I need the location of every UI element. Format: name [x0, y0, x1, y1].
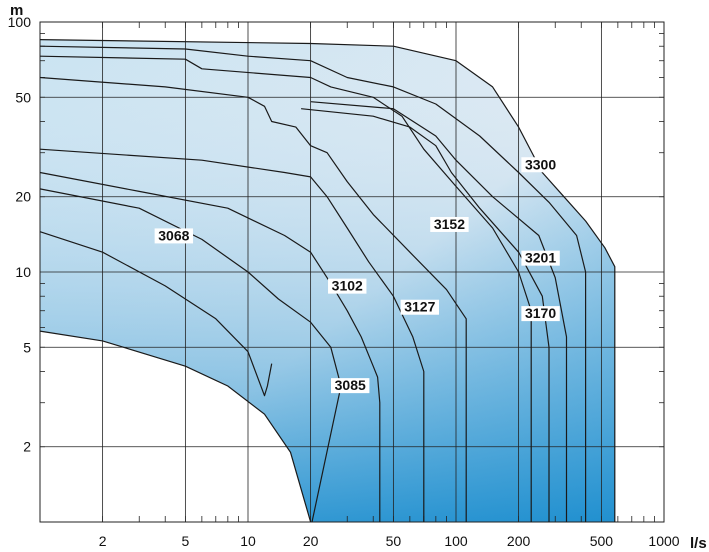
curve-label-bg — [331, 378, 370, 394]
curve-line-0 — [39, 45, 587, 522]
y-tick-label: 5 — [23, 339, 31, 355]
x-tick-label: 200 — [507, 533, 531, 549]
y-tick-label: 50 — [15, 89, 31, 105]
curve-label-bg — [521, 306, 560, 322]
operating-region-shade — [40, 39, 615, 522]
series-line-3300 — [39, 39, 616, 522]
curve-label-bg — [521, 157, 560, 173]
y-axis-label: m — [10, 2, 23, 19]
x-tick-label: 100 — [444, 533, 468, 549]
series-line-3085 — [39, 188, 342, 523]
series-line-3170 — [301, 108, 550, 522]
tick-labels: 2 5 10 20 50 100 200 500 1000 2 5 10 20 50 100 — [8, 14, 680, 549]
series-line-3102 — [39, 171, 381, 522]
series-line-3068 — [39, 231, 273, 397]
curve-label-3102: 3102 — [332, 278, 363, 294]
x-tick-label: 500 — [590, 533, 614, 549]
x-tick-label: 20 — [303, 533, 319, 549]
curve-label-3300: 3300 — [525, 156, 556, 172]
curve-label-bg — [154, 228, 194, 244]
curve-label-bg — [521, 250, 560, 266]
x-tick-label: 1000 — [648, 533, 679, 549]
curve-label-3085: 3085 — [335, 377, 366, 393]
x-tick-label: 10 — [240, 533, 256, 549]
curve-label-3127: 3127 — [404, 299, 435, 315]
x-axis-label: l/s — [690, 535, 707, 552]
y-tick-label: 20 — [15, 189, 31, 205]
series-line-3152 — [39, 76, 467, 522]
curve-line-1 — [39, 55, 532, 522]
y-tick-label: 10 — [15, 264, 31, 280]
grid — [39, 21, 665, 523]
curves — [39, 39, 616, 523]
curve-label-3170: 3170 — [525, 305, 556, 321]
x-tick-label: 50 — [386, 533, 402, 549]
curve-label-3068: 3068 — [158, 227, 189, 243]
x-tick-label: 5 — [181, 533, 189, 549]
curve-label-bg — [430, 216, 469, 232]
curve-label-bg — [400, 299, 440, 315]
curve-labels: 3300 3201 3170 3152 3127 3102 3085 3068 — [154, 156, 560, 394]
x-tick-label: 2 — [99, 533, 107, 549]
y-tick-label: 2 — [23, 439, 31, 455]
curve-label-bg — [328, 278, 367, 294]
plot-frame — [39, 21, 665, 523]
envelope-lower-line — [39, 330, 312, 523]
plot-area — [40, 39, 615, 522]
series-line-3201 — [310, 101, 568, 522]
curve-label-3201: 3201 — [525, 250, 556, 266]
y-tick-label: 100 — [8, 14, 32, 30]
curve-label-3152: 3152 — [434, 216, 465, 232]
series-line-3127 — [39, 148, 425, 522]
